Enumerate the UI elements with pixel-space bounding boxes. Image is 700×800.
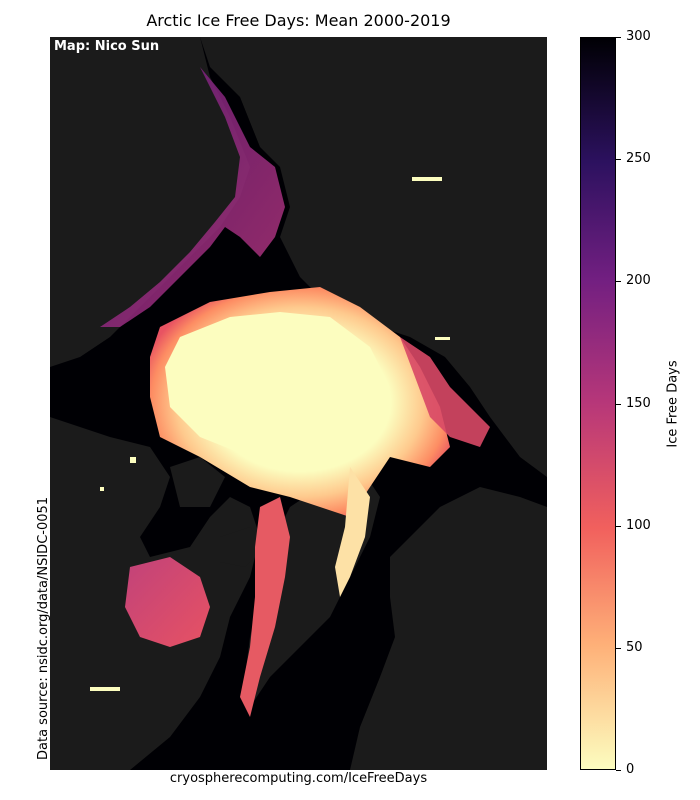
data-source-text: Data source: nsidc.org/data/NSIDC-0051 bbox=[36, 496, 51, 760]
greenland-fringe bbox=[335, 467, 370, 597]
coastal-ice-spots bbox=[90, 177, 450, 691]
map-canvas bbox=[50, 37, 547, 770]
colorbar-tick-label: 0 bbox=[626, 762, 635, 777]
colorbar-tick-label: 150 bbox=[626, 395, 651, 411]
barents-margin bbox=[400, 337, 490, 447]
land bbox=[50, 37, 547, 770]
east-greenland-ice bbox=[240, 497, 290, 717]
colorbar-tick-label: 300 bbox=[626, 29, 651, 44]
colorbar-label: Ice Free Days bbox=[665, 360, 681, 448]
colorbar-tick-label: 250 bbox=[626, 151, 651, 167]
colorbar bbox=[580, 37, 616, 770]
colorbar-ticks: 0 50 100 150 200 250 300 bbox=[616, 29, 656, 777]
pacific-seasonal-ice bbox=[100, 67, 285, 327]
arctic-map bbox=[50, 37, 547, 770]
colorbar-tick-label: 50 bbox=[626, 639, 643, 655]
chart-title: Arctic Ice Free Days: Mean 2000-2019 bbox=[146, 11, 451, 30]
map-credit: Map: Nico Sun bbox=[54, 39, 160, 54]
colorbar-tick-label: 200 bbox=[626, 273, 651, 289]
colorbar-tick-label: 100 bbox=[626, 517, 651, 533]
hudson-bay bbox=[125, 557, 210, 647]
website-text: cryospherecomputing.com/IceFreeDays bbox=[169, 771, 428, 786]
perennial-ice bbox=[165, 312, 390, 467]
